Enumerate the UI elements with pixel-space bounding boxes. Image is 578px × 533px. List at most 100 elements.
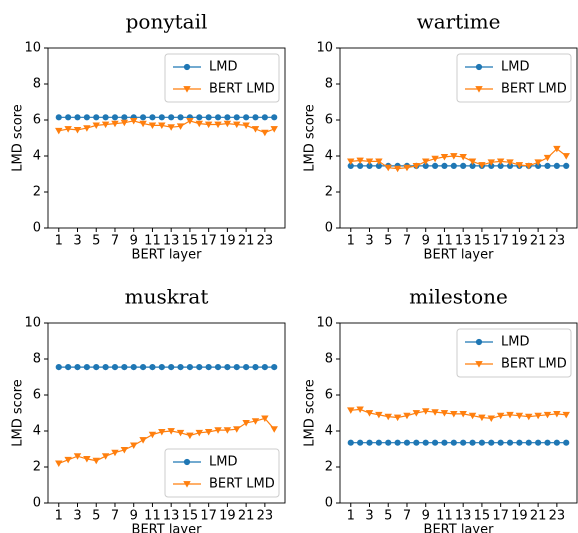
y-tick-label: 6 — [325, 388, 333, 403]
x-tick-label: 21 — [238, 234, 255, 249]
legend-marker — [475, 63, 483, 71]
legend-label: BERT LMD — [209, 477, 275, 492]
data-point — [553, 411, 561, 418]
data-point — [102, 364, 109, 371]
data-point — [233, 121, 241, 129]
data-point — [121, 114, 128, 121]
data-point — [469, 439, 476, 446]
x-tick-label: 15 — [182, 234, 199, 249]
x-tick-label: 19 — [511, 234, 528, 249]
x-tick-label: 1 — [55, 234, 63, 249]
data-point — [177, 114, 184, 121]
data-point — [251, 418, 260, 425]
data-point — [224, 114, 231, 121]
y-tick-label: 0 — [33, 496, 41, 511]
data-point — [375, 158, 383, 166]
data-point — [450, 439, 457, 446]
data-point — [252, 114, 259, 121]
x-tick-label: 5 — [384, 509, 392, 524]
data-point — [544, 162, 551, 169]
data-point — [139, 364, 147, 371]
data-point — [158, 364, 165, 371]
y-tick-label: 8 — [325, 77, 333, 92]
legend-label: LMD — [501, 335, 529, 350]
data-point — [223, 120, 232, 128]
data-point — [176, 429, 185, 437]
legend-box — [456, 328, 572, 378]
data-point — [271, 114, 278, 121]
y-tick-label: 4 — [33, 424, 41, 439]
data-point — [553, 162, 560, 169]
x-tick-label: 3 — [365, 509, 373, 524]
data-point — [515, 412, 524, 420]
x-tick-label: 3 — [365, 234, 373, 249]
x-tick-label: 15 — [474, 234, 491, 249]
x-tick-label: 17 — [200, 234, 217, 249]
y-tick-label: 0 — [325, 221, 333, 236]
data-point — [412, 410, 421, 417]
y-tick-label: 2 — [33, 460, 41, 475]
x-tick-label: 3 — [73, 509, 81, 524]
legend-label: BERT LMD — [209, 82, 275, 97]
data-point — [242, 420, 250, 427]
data-point — [224, 364, 231, 371]
y-axis-label: LMD score — [303, 379, 318, 447]
data-point — [384, 164, 392, 172]
data-point — [553, 145, 561, 153]
y-tick-label: 4 — [325, 424, 333, 439]
data-point — [347, 407, 355, 414]
data-point — [64, 126, 72, 133]
data-point — [431, 439, 439, 446]
data-point — [148, 431, 157, 439]
legend-marker — [183, 481, 191, 488]
data-point — [130, 364, 137, 371]
x-tick-label: 11 — [144, 509, 161, 524]
data-point — [93, 364, 100, 371]
plot-frame — [47, 322, 286, 504]
data-point — [375, 411, 383, 419]
legend-marker — [475, 338, 483, 346]
x-tick-label: 21 — [530, 509, 547, 524]
data-point — [83, 456, 91, 463]
y-tick-label: 10 — [316, 41, 333, 56]
data-point — [478, 439, 486, 446]
y-tick-label: 8 — [325, 352, 333, 367]
y-tick-label: 4 — [325, 149, 333, 164]
data-point — [393, 414, 402, 422]
data-point — [111, 120, 119, 128]
data-point — [271, 364, 278, 371]
legend-marker — [183, 63, 191, 71]
y-tick-label: 6 — [325, 113, 333, 128]
y-tick-label: 2 — [325, 185, 333, 200]
data-point — [261, 415, 269, 423]
data-point — [74, 364, 81, 371]
chart-title: muskrat — [125, 285, 209, 309]
data-point — [139, 437, 147, 444]
data-point — [365, 410, 374, 417]
data-point — [223, 427, 232, 434]
data-point — [356, 406, 364, 414]
data-point — [478, 162, 486, 169]
data-point — [553, 439, 560, 446]
y-tick-label: 2 — [325, 460, 333, 475]
data-point — [205, 364, 212, 371]
data-point — [366, 439, 373, 446]
data-point — [421, 408, 430, 415]
x-tick-label: 5 — [92, 234, 100, 249]
data-point — [460, 439, 467, 446]
x-tick-label: 5 — [92, 509, 100, 524]
data-point — [74, 114, 81, 121]
y-tick-label: 10 — [24, 316, 41, 331]
data-point — [168, 114, 175, 121]
data-point — [111, 114, 119, 121]
data-point — [431, 409, 439, 416]
y-tick-label: 10 — [316, 316, 333, 331]
chart-title: ponytail — [126, 10, 208, 34]
x-tick-label: 7 — [111, 234, 119, 249]
x-tick-label: 21 — [530, 234, 547, 249]
data-point — [375, 439, 382, 446]
data-point — [497, 439, 504, 446]
data-point — [562, 411, 570, 419]
data-point — [261, 129, 269, 137]
data-point — [83, 364, 90, 371]
